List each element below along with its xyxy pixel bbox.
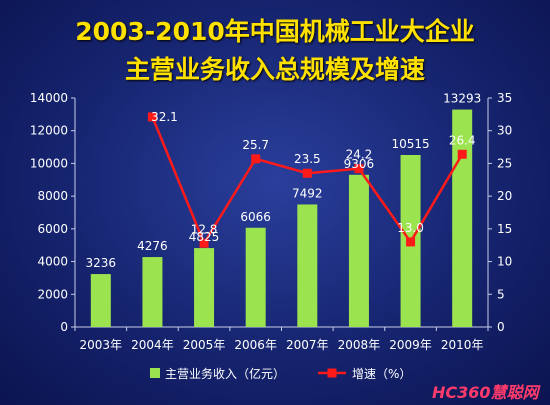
bar — [142, 257, 163, 327]
growth-marker — [354, 164, 364, 174]
legend: 主营业务收入（亿元） 增速（%） — [150, 366, 411, 381]
y-left-tick-label: 6000 — [37, 222, 68, 236]
y-left-tick-label: 2000 — [37, 287, 68, 301]
bar — [297, 204, 318, 327]
y-right-tick-label: 5 — [497, 287, 505, 301]
y-right-tick-label: 0 — [497, 320, 505, 334]
data-labels: 3236 4276 4825 6066 7492 9306 10515 13293 32.1 12… — [86, 92, 482, 271]
bar-value-label: 10515 — [391, 137, 429, 151]
growth-value-label: 23.5 — [294, 152, 321, 166]
growth-value-label: 26.4 — [449, 133, 476, 147]
growth-value-label: 32.1 — [151, 110, 178, 124]
x-tick-label: 2009年 — [389, 338, 432, 352]
bar-value-label: 4276 — [137, 239, 168, 253]
x-tick-label: 2004年 — [131, 338, 174, 352]
y-left-tick-label: 4000 — [37, 255, 68, 269]
legend-bar-label: 主营业务收入（亿元） — [165, 366, 285, 381]
chart-title-line1: 2003-2010年中国机械工业大企业 — [75, 17, 475, 46]
bar — [90, 274, 111, 327]
bar — [348, 174, 369, 327]
line-series — [147, 112, 467, 248]
growth-marker — [457, 149, 467, 159]
y-right-tick-label: 20 — [497, 189, 512, 203]
x-tick-label: 2008年 — [338, 338, 381, 352]
bar-value-label: 13293 — [443, 92, 481, 106]
bar-value-label: 7492 — [292, 186, 323, 200]
growth-value-label: 24.2 — [346, 148, 373, 162]
growth-marker — [199, 238, 209, 248]
x-tick-label: 2006年 — [234, 338, 277, 352]
x-tick-label: 2003年 — [80, 338, 123, 352]
y-right-tick-label: 10 — [497, 255, 512, 269]
y-left-tick-label: 0 — [60, 320, 68, 334]
legend-line-label: 增速（%） — [352, 367, 411, 381]
bar-value-label: 6066 — [240, 210, 271, 224]
growth-marker — [147, 112, 157, 122]
x-tick-label: 2005年 — [183, 338, 226, 352]
bar-value-label: 9306 — [344, 157, 375, 171]
y-left-tick-label: 10000 — [30, 156, 68, 170]
y-left-tick-label: 8000 — [37, 189, 68, 203]
y-left-tick-label: 14000 — [30, 91, 68, 105]
legend-line-marker — [327, 368, 337, 378]
bar — [194, 248, 215, 327]
legend-bar-swatch — [150, 368, 160, 378]
y-right-tick-label: 35 — [497, 91, 512, 105]
x-tick-label: 2010年 — [441, 338, 484, 352]
growth-value-label: 12.8 — [191, 222, 218, 236]
bar-value-label: 4825 — [189, 230, 220, 244]
growth-value-label: 13.0 — [397, 221, 424, 235]
y-right-tick-label: 15 — [497, 222, 512, 236]
growth-marker — [251, 154, 261, 164]
watermark-logo: HC360慧聪网 — [432, 383, 542, 402]
bar-value-label: 3236 — [86, 256, 117, 270]
y-right-tick-label: 30 — [497, 124, 512, 138]
x-tick-label: 2007年 — [286, 338, 329, 352]
chart-title-line2: 主营业务收入总规模及增速 — [124, 55, 425, 84]
bar — [245, 227, 266, 327]
growth-value-label: 25.7 — [242, 138, 269, 152]
axes: 0 2000 4000 6000 8000 10000 12000 14000 0 5 10 15 20… — [30, 91, 512, 352]
y-right-tick-label: 25 — [497, 156, 512, 170]
growth-marker — [302, 168, 312, 178]
growth-marker — [406, 237, 416, 247]
y-left-tick-label: 12000 — [30, 124, 68, 138]
